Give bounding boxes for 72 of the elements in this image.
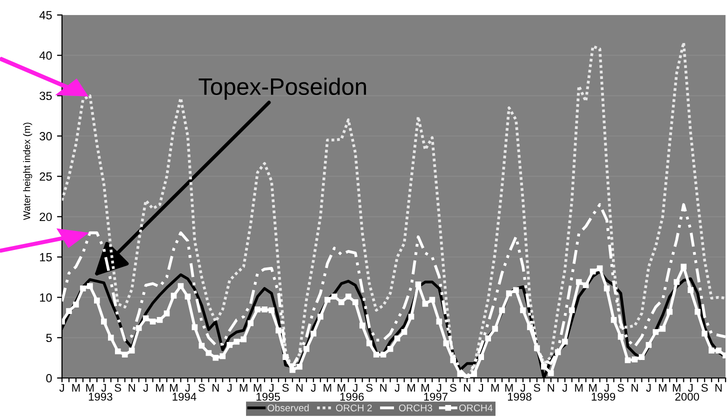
- x-tick-label: N: [212, 384, 219, 392]
- x-tick-label: J: [310, 384, 316, 392]
- x-tick-label: J: [688, 384, 693, 392]
- x-tick-label: J: [185, 384, 190, 392]
- legend-label: ORCH4: [459, 404, 493, 412]
- x-tick-label: J: [436, 384, 442, 392]
- y-tick-label: 5: [46, 334, 52, 342]
- y-tick-label: 30: [40, 132, 52, 140]
- y-tick-label: 25: [40, 172, 52, 181]
- x-tick-label: S: [282, 384, 289, 392]
- x-tick-label: N: [715, 384, 722, 392]
- x-tick-label: J: [604, 384, 609, 392]
- x-tick-label: J: [562, 384, 567, 392]
- x-tick-label: N: [548, 384, 554, 392]
- text: 1997: [424, 392, 448, 401]
- x-tick-label: S: [114, 384, 122, 392]
- x-tick-label: N: [128, 384, 135, 392]
- text: 1995: [256, 392, 280, 401]
- x-tick-label: M: [421, 384, 429, 392]
- y-tick-label: 20: [40, 212, 52, 222]
- x-tick-label: M: [156, 384, 164, 392]
- annotation: Topex-Poseidon: [198, 78, 366, 100]
- x-tick-label: J: [59, 384, 64, 392]
- x-tick-label: S: [450, 384, 456, 392]
- x-tick-label: J: [646, 384, 651, 392]
- x-tick-label: M: [324, 384, 332, 392]
- text: 1998: [508, 392, 532, 401]
- text: 1996: [340, 392, 364, 401]
- x-tick-label: M: [86, 384, 94, 392]
- x-tick-label: J: [227, 384, 232, 392]
- x-tick-label: S: [198, 384, 205, 392]
- x-tick-label: M: [672, 384, 680, 392]
- text: 2000: [675, 392, 700, 401]
- x-tick-label: M: [254, 384, 262, 392]
- legend-label: Observed: [268, 404, 309, 412]
- x-tick-label: M: [589, 384, 597, 392]
- x-tick-label: J: [268, 384, 274, 392]
- y-tick-label: 45: [39, 11, 52, 20]
- text: 1999: [592, 392, 616, 401]
- x-tick-label: M: [408, 384, 415, 392]
- y-tick-label: 35: [40, 92, 52, 100]
- x-tick-label: N: [464, 384, 470, 392]
- y-tick-label: 40: [39, 51, 52, 60]
- x-tick-label: M: [72, 384, 80, 392]
- x-tick-label: J: [101, 384, 106, 392]
- x-tick-label: S: [534, 384, 540, 392]
- y-tick-label: 0: [46, 374, 52, 382]
- x-tick-label: J: [394, 384, 400, 392]
- y-tick-label: 10: [40, 293, 52, 302]
- x-tick-label: M: [505, 384, 513, 392]
- x-tick-label: N: [632, 384, 638, 392]
- x-tick-label: M: [575, 384, 583, 392]
- x-tick-label: J: [478, 384, 484, 392]
- x-tick-label: J: [520, 384, 525, 392]
- x-tick-label: S: [701, 384, 708, 392]
- legend-label: ORCH 2: [336, 404, 372, 412]
- text: 1993: [88, 392, 112, 401]
- x-tick-label: N: [296, 384, 303, 392]
- y-axis-title: Water height index (m): [23, 122, 32, 220]
- x-tick-label: M: [240, 384, 248, 392]
- x-tick-label: S: [366, 384, 373, 392]
- text: 1994: [172, 392, 196, 401]
- x-tick-label: M: [658, 384, 666, 392]
- y-tick-label: 15: [40, 253, 52, 262]
- x-tick-label: S: [618, 384, 624, 392]
- x-tick-label: J: [352, 384, 358, 392]
- x-tick-label: M: [170, 384, 178, 392]
- x-tick-label: N: [380, 384, 386, 392]
- x-tick-label: J: [143, 384, 148, 392]
- legend-label: ORCH3: [399, 404, 432, 412]
- x-tick-label: M: [491, 384, 499, 392]
- x-tick-label: M: [338, 384, 346, 392]
